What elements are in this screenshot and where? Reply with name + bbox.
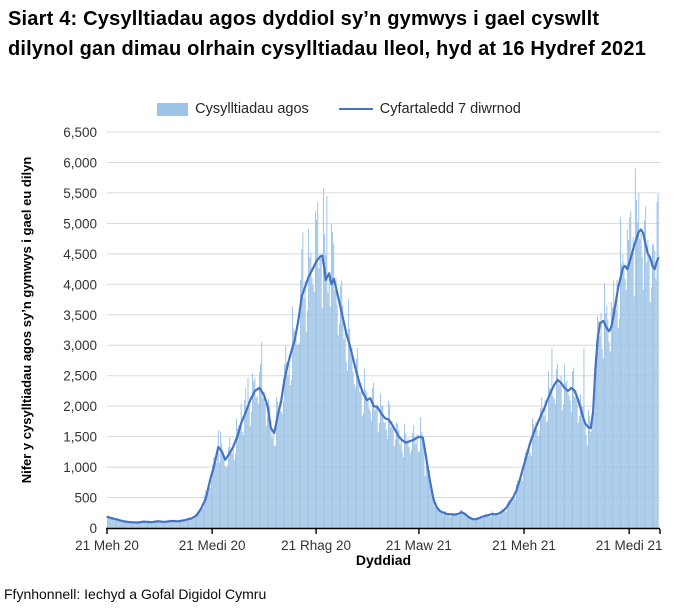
y-tick-label: 500 [74, 491, 97, 506]
source-caption: Ffynhonnell: Iechyd a Gofal Digidol Cymr… [4, 586, 267, 602]
legend-item-line: Cyfartaledd 7 diwrnod [338, 101, 521, 117]
legend-bars-label: Cysylltiadau agos [195, 101, 309, 117]
avg-line [106, 228, 660, 524]
x-tick-label: 21 Meh 21 [492, 538, 556, 553]
y-tick-label: 6,500 [63, 125, 97, 140]
y-tick-label: 2,500 [63, 369, 97, 384]
y-tick-label: 0 [89, 521, 97, 536]
y-tick-label: 4,500 [63, 247, 97, 262]
y-tick-label: 1,500 [63, 430, 97, 445]
bars-series [107, 168, 659, 529]
legend: Cysylltiadau agos Cyfartaledd 7 diwrnod [0, 101, 678, 117]
x-tick-labels: 21 Meh 20 21 Medi 20 21 Rhag 20 21 Maw 21 21… [75, 538, 662, 553]
y-tick-label: 3,500 [63, 308, 97, 323]
x-tick-label: 21 Maw 21 [386, 538, 452, 553]
y-tick-label: 3,000 [63, 338, 97, 353]
y-tick-label: 5,000 [63, 216, 97, 231]
legend-item-bars: Cysylltiadau agos [157, 101, 309, 117]
bar-swatch-icon [157, 102, 189, 116]
y-tick-label: 2,000 [63, 399, 97, 414]
x-tick-label: 21 Meh 20 [75, 538, 139, 553]
x-tick-label: 21 Rhag 20 [281, 538, 351, 553]
y-tick-label: 4,000 [63, 277, 97, 292]
x-axis-title: Dyddiad [355, 552, 412, 568]
y-tick-label: 6,000 [63, 155, 97, 170]
line-swatch-icon [338, 108, 373, 110]
chart-title: Siart 4: Cysylltiadau agos dyddiol sy’n … [8, 8, 647, 60]
daily-bars [107, 168, 659, 529]
avg-line-series [106, 228, 660, 524]
y-tick-labels: 0 500 1,000 1,500 2,000 2,500 3,000 3,500 4,000 4… [63, 125, 97, 536]
y-tick-label: 5,500 [63, 186, 97, 201]
legend-line-label: Cyfartaledd 7 diwrnod [379, 101, 521, 117]
x-tick-label: 21 Medi 20 [179, 538, 246, 553]
x-tick-label: 21 Medi 21 [596, 538, 663, 553]
axes [106, 527, 661, 534]
y-axis-title: Nifer y cysylltiadau agos sy’n gymwys i … [19, 156, 34, 484]
y-tick-label: 1,000 [63, 460, 97, 475]
